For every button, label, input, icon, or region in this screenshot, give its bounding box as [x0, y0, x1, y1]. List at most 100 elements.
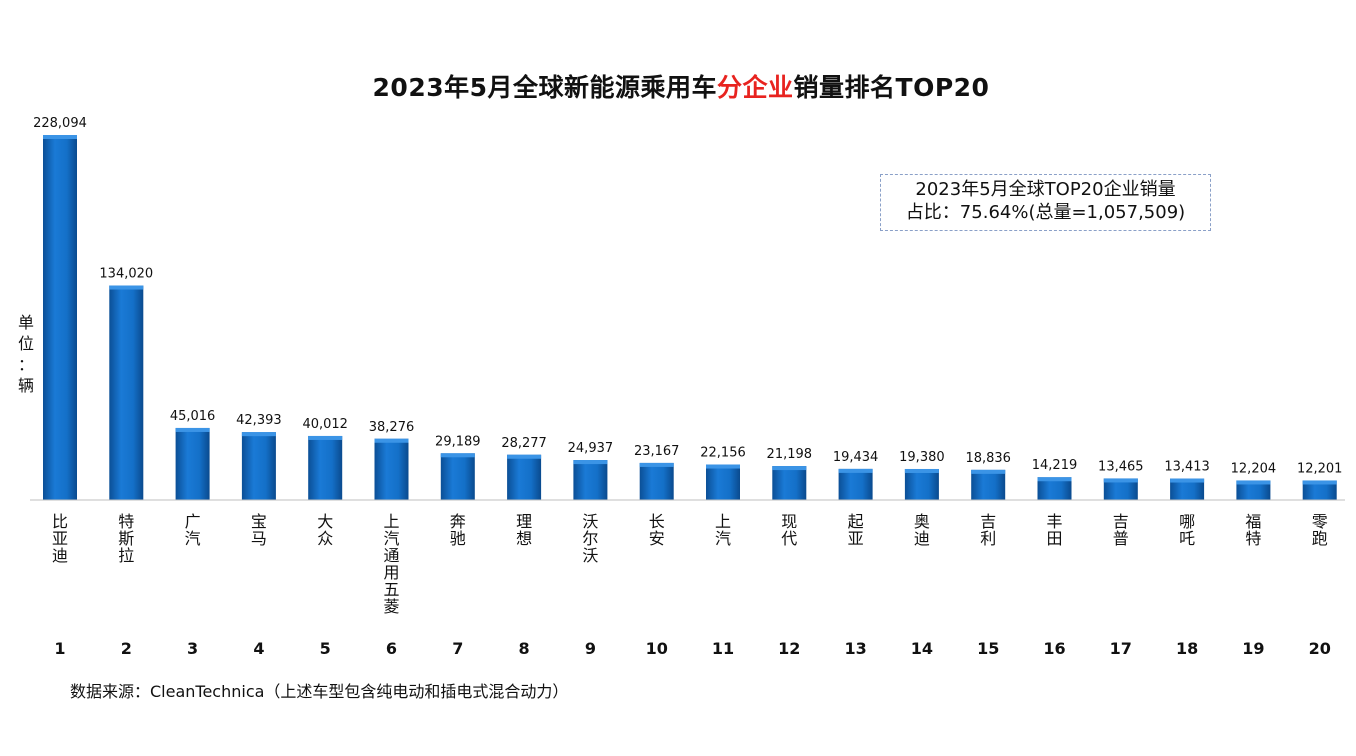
bar-top-face: [639, 462, 674, 467]
category-label: 理想: [516, 512, 532, 548]
rank-label: 5: [320, 639, 331, 658]
rank-label: 6: [386, 639, 397, 658]
bar: [639, 462, 674, 500]
bar: [838, 468, 873, 500]
rank-label: 14: [911, 639, 933, 658]
bar: [1302, 480, 1337, 500]
bar: [971, 469, 1006, 500]
y-axis-label-char: 位: [17, 334, 34, 353]
bar: [374, 438, 409, 500]
category-label: 上汽: [715, 512, 731, 548]
category-label: 沃尔沃: [582, 512, 598, 565]
chart-title-highlight: 分企业: [717, 73, 794, 102]
data-label: 23,167: [634, 444, 680, 459]
chart-title: 2023年5月全球新能源乘用车分企业销量排名TOP20: [0, 68, 1356, 104]
category-label: 比亚迪: [52, 512, 68, 565]
annotation-line-2: 占比：75.64%(总量=1,057,509): [905, 202, 1186, 223]
bar: [507, 454, 542, 500]
bar-top-face: [971, 469, 1006, 474]
data-label: 24,937: [568, 441, 614, 456]
category-label: 福特: [1245, 512, 1261, 548]
bar-top-face: [904, 468, 939, 473]
bar-top-face: [838, 468, 873, 473]
bar-top-face: [706, 464, 740, 469]
bar: [1037, 477, 1072, 500]
bar-top-face: [308, 435, 343, 440]
bar-top-face: [109, 285, 144, 290]
bar: [43, 135, 77, 500]
rank-label: 1: [54, 639, 65, 658]
data-label: 13,465: [1098, 459, 1144, 474]
category-label: 起亚: [848, 512, 864, 548]
data-label: 28,277: [501, 436, 547, 451]
category-label: 哪吒: [1179, 512, 1195, 548]
bar-top-face: [440, 453, 475, 458]
bar: [1236, 480, 1271, 500]
bar: [1170, 478, 1205, 500]
data-label: 42,393: [236, 413, 282, 428]
bar-top-face: [1103, 478, 1138, 483]
rank-label: 15: [977, 639, 999, 658]
rank-label: 18: [1176, 639, 1198, 658]
data-label: 228,094: [33, 116, 87, 131]
bar-top-face: [507, 454, 542, 459]
bar: [109, 285, 144, 500]
category-label: 大众: [317, 512, 333, 548]
rank-label: 17: [1110, 639, 1132, 658]
bar-top-face: [241, 432, 276, 437]
bar-top-face: [1236, 480, 1271, 485]
bar: [241, 432, 276, 500]
bar-top-face: [772, 466, 807, 471]
data-label: 12,204: [1231, 461, 1277, 476]
rank-label: 3: [187, 639, 198, 658]
data-label: 13,413: [1164, 460, 1210, 475]
bar: [772, 466, 807, 500]
category-label: 特斯拉: [118, 512, 134, 565]
bar-top-face: [573, 460, 608, 465]
data-label: 14,219: [1032, 458, 1078, 473]
rank-label: 7: [452, 639, 463, 658]
rank-label: 13: [844, 639, 866, 658]
data-label: 40,012: [302, 417, 348, 432]
bar: [175, 427, 210, 500]
data-label: 22,156: [700, 446, 746, 461]
category-label: 零跑: [1312, 512, 1328, 548]
rank-label: 11: [712, 639, 734, 658]
data-label: 12,201: [1297, 461, 1343, 476]
rank-label: 9: [585, 639, 596, 658]
category-label: 广汽: [185, 512, 201, 548]
data-label: 29,189: [435, 434, 481, 449]
category-label: 奔驰: [450, 512, 466, 548]
data-label: 18,836: [965, 451, 1011, 466]
bar-top-face: [43, 135, 77, 139]
bar: [573, 460, 608, 500]
category-label: 长安: [649, 512, 665, 548]
rank-label: 4: [253, 639, 264, 658]
bar: [904, 468, 939, 500]
data-label: 45,016: [170, 409, 216, 424]
category-label: 奥迪: [914, 512, 930, 548]
data-label: 134,020: [99, 267, 153, 282]
data-label: 38,276: [369, 420, 415, 435]
chart-title-part-3: 销量排名TOP20: [793, 73, 990, 102]
bar: [706, 464, 740, 500]
y-axis-label: 单 位 ： 辆: [16, 312, 36, 396]
data-label: 19,380: [899, 450, 945, 465]
data-label: 21,198: [767, 447, 813, 462]
chart-title-part-1: 2023年5月全球新能源乘用车: [372, 73, 718, 102]
bar-top-face: [374, 438, 409, 443]
bar-top-face: [1170, 478, 1205, 483]
bar: [440, 453, 475, 500]
bar: [308, 435, 343, 500]
y-axis-label-char: ：: [17, 355, 34, 374]
rank-label: 20: [1309, 639, 1331, 658]
y-axis-label-char: 单: [17, 313, 34, 332]
data-label: 19,434: [833, 450, 879, 465]
category-label: 丰田: [1046, 512, 1062, 548]
rank-label: 10: [646, 639, 668, 658]
y-axis-label-char: 辆: [17, 376, 34, 395]
rank-label: 12: [778, 639, 800, 658]
rank-label: 8: [519, 639, 530, 658]
category-label: 吉利: [980, 512, 996, 548]
rank-label: 16: [1043, 639, 1065, 658]
